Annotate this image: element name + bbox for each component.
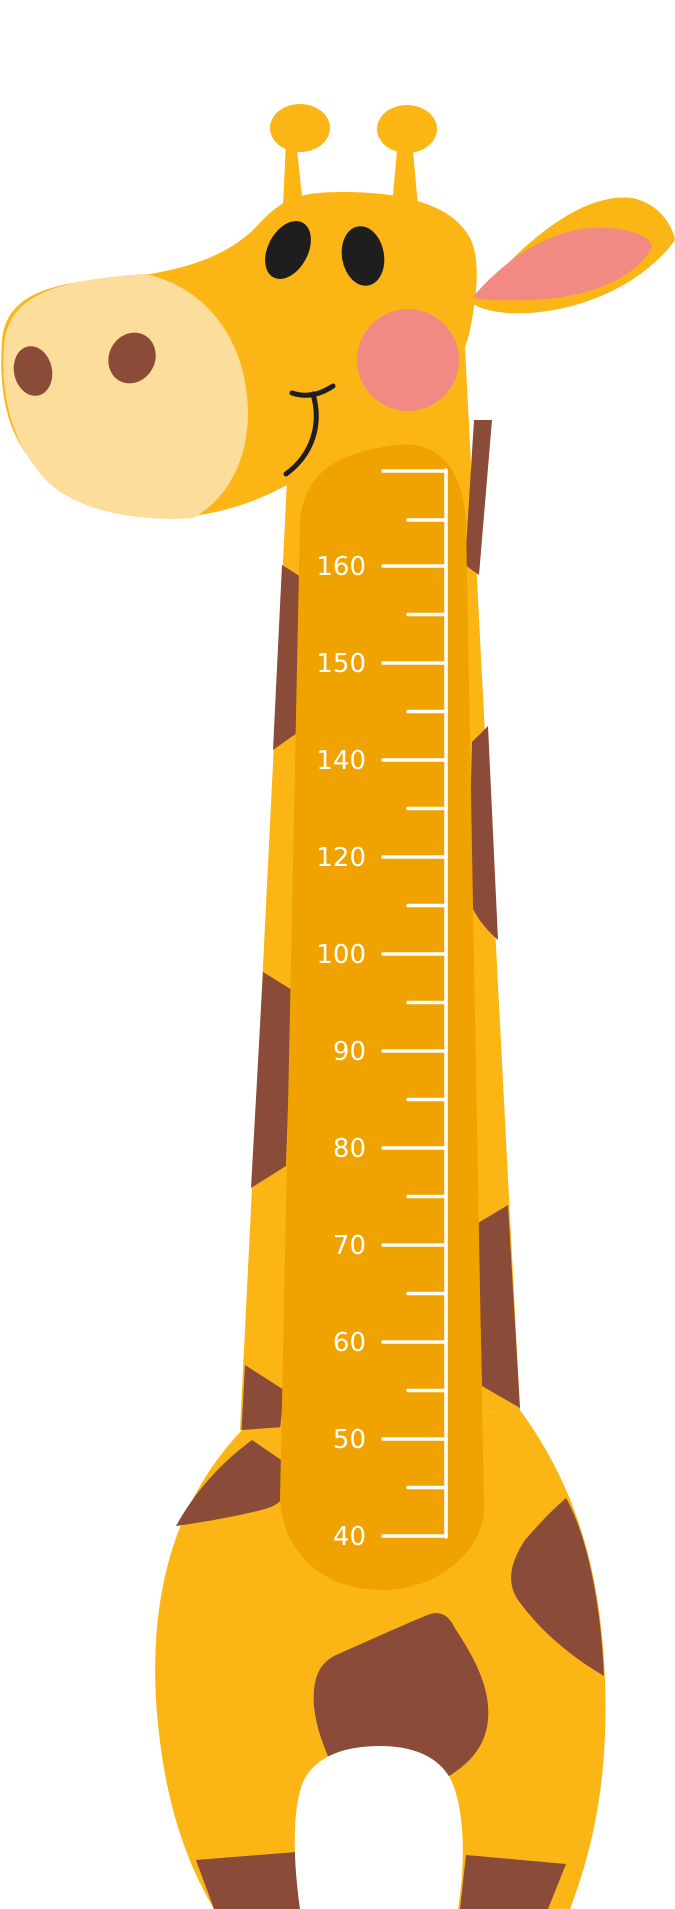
scale-label: 90 — [333, 1037, 366, 1067]
scale-label: 60 — [333, 1328, 366, 1358]
scale-label: 160 — [316, 552, 366, 582]
cheek-blush — [357, 309, 459, 411]
neck-spots — [241, 420, 520, 1440]
scale-label: 140 — [316, 746, 366, 776]
scale-label: 120 — [316, 843, 366, 873]
horn-right — [377, 105, 437, 206]
giraffe-chin-line — [283, 391, 319, 477]
nostril-right — [108, 332, 156, 384]
eye-right — [341, 226, 385, 286]
height-scale: 160 150 140 120 100 90 80 70 60 50 40 — [316, 468, 448, 1552]
eye-left — [265, 221, 311, 279]
measuring-strip — [280, 444, 484, 1590]
nostril-left — [13, 346, 53, 396]
scale-ticks — [381, 469, 448, 1538]
ear-inner — [472, 227, 652, 301]
scale-label: 150 — [316, 649, 366, 679]
scale-labels: 160 150 140 120 100 90 80 70 60 50 40 — [316, 552, 366, 1552]
scale-label: 80 — [333, 1134, 366, 1164]
scale-label: 70 — [333, 1231, 366, 1261]
scale-label: 50 — [333, 1425, 366, 1455]
giraffe-muzzle — [3, 274, 248, 519]
horn-left — [270, 104, 330, 206]
scale-label: 100 — [316, 940, 366, 970]
leg-gap — [294, 1746, 463, 1909]
scale-label: 40 — [333, 1522, 366, 1552]
